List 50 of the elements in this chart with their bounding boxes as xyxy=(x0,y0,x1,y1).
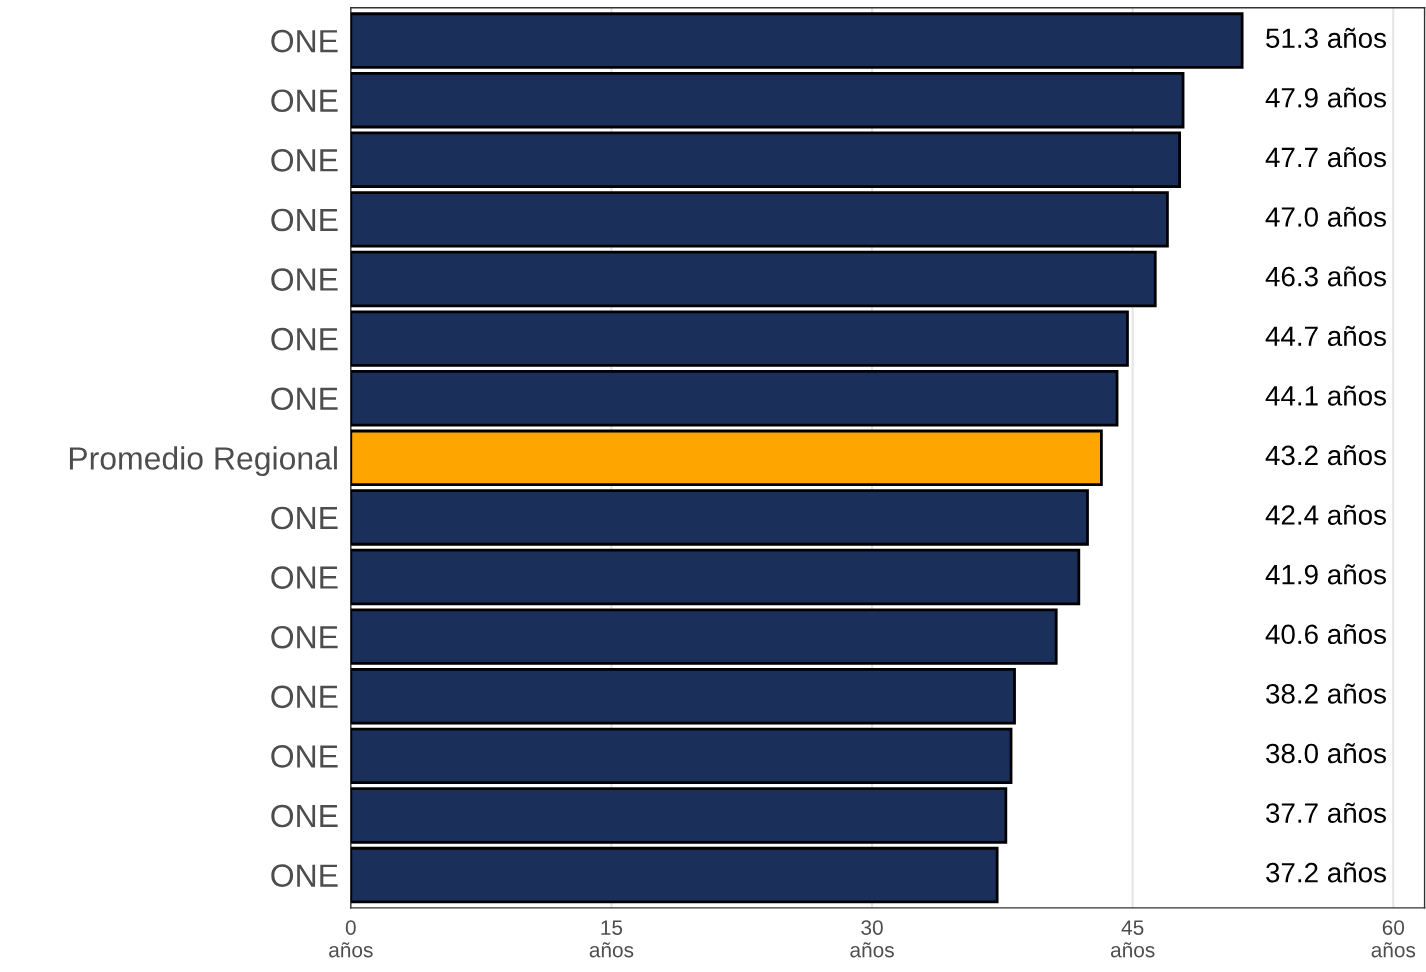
y-tick-label: Promedio Regional xyxy=(69,446,337,477)
bar xyxy=(350,131,1181,188)
bar xyxy=(350,71,1185,129)
x-tick-label: 30 años xyxy=(850,920,894,958)
y-tick-label: ONE xyxy=(271,625,338,649)
data-label: 44.1 años xyxy=(1265,385,1386,406)
bar xyxy=(350,369,1119,427)
data-label: 47.9 años xyxy=(1265,87,1386,108)
x-tick-label: 15 años xyxy=(589,920,634,958)
bar xyxy=(350,12,1244,69)
bar xyxy=(350,489,1089,546)
bar xyxy=(350,310,1129,367)
y-tick-label: ONE xyxy=(271,29,338,53)
y-tick-label: ONE xyxy=(271,685,338,709)
y-tick-label: ONE xyxy=(271,864,338,887)
y-tick-label: ONE xyxy=(271,327,338,351)
data-label: 37.2 años xyxy=(1266,862,1386,883)
bar xyxy=(350,429,1103,487)
bar xyxy=(350,846,999,904)
y-tick-label: ONE xyxy=(271,804,338,828)
bar xyxy=(350,668,1016,725)
x-tick-label: 0 años xyxy=(329,920,373,958)
data-label: 46.3 años xyxy=(1265,266,1386,287)
bar xyxy=(350,787,1008,844)
bar xyxy=(350,191,1169,248)
data-label: 37.7 años xyxy=(1266,802,1386,823)
data-label: 38.2 años xyxy=(1266,683,1386,704)
data-label: 51.3 años xyxy=(1266,27,1386,49)
x-tick-label: 60 años xyxy=(1371,920,1416,958)
bar xyxy=(350,608,1058,665)
y-tick-label: ONE xyxy=(271,387,338,411)
x-tick-label: 45 años xyxy=(1110,920,1155,958)
data-label: 41.9 años xyxy=(1265,564,1386,585)
y-tick-label: ONE xyxy=(271,149,338,172)
y-tick-label: ONE xyxy=(271,268,338,291)
data-label: 43.2 años xyxy=(1265,445,1386,466)
bar xyxy=(350,250,1157,308)
data-label: 38.0 años xyxy=(1266,743,1386,764)
y-tick-label: ONE xyxy=(271,745,338,768)
data-label: 47.7 años xyxy=(1265,147,1386,168)
data-label: 42.4 años xyxy=(1265,504,1386,525)
bar xyxy=(350,548,1081,606)
data-label: 40.6 años xyxy=(1265,623,1386,645)
data-label: 47.0 años xyxy=(1265,206,1386,227)
y-tick-label: ONE xyxy=(271,89,338,113)
y-tick-label: ONE xyxy=(271,566,338,589)
bar xyxy=(350,727,1013,785)
y-tick-label: ONE xyxy=(271,506,338,530)
y-tick-label: ONE xyxy=(271,208,338,232)
data-label: 44.7 años xyxy=(1265,325,1386,347)
